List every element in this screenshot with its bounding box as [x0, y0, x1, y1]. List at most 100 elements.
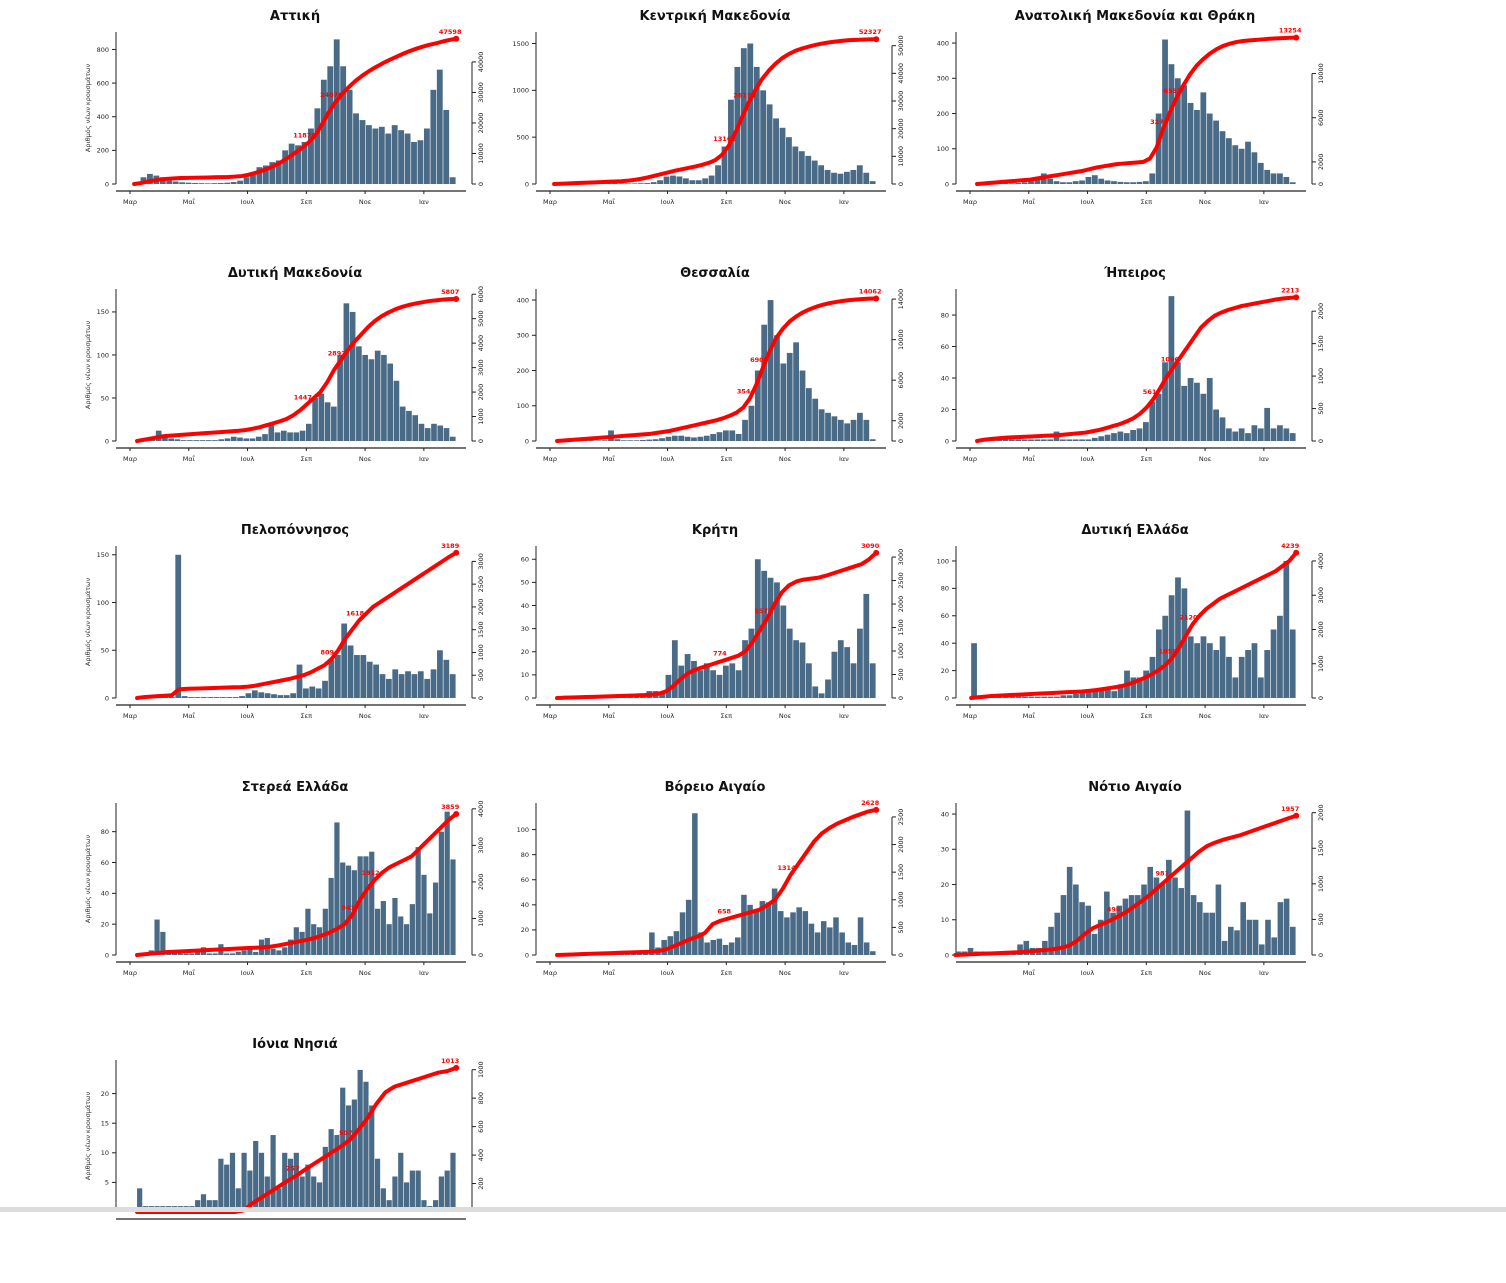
cumulative-value-label: 3189 [441, 542, 460, 550]
new-cases-bar [1277, 615, 1283, 698]
cumulative-value-label: 981 [1156, 869, 1170, 877]
new-cases-bar [721, 146, 728, 184]
chart-svg: Ανατολική Μακεδονία και Θράκη 0 100 200 300 4… [937, 9, 1325, 206]
new-cases-bar [1238, 428, 1245, 441]
horizontal-scrollbar[interactable] [0, 1207, 1506, 1212]
cumulative-value-label: 52327 [859, 28, 882, 36]
new-cases-bar [1130, 182, 1137, 184]
new-cases-bar [1066, 695, 1073, 698]
chart-title: Κεντρική Μακεδονία [640, 9, 791, 24]
new-cases-bar [1289, 629, 1296, 698]
cumulative-value-label: 2893 [328, 349, 346, 357]
new-cases-bar [322, 1146, 328, 1212]
new-cases-bar [716, 674, 723, 698]
new-cases-bar [243, 177, 250, 184]
new-cases-bar [1060, 182, 1066, 184]
new-cases-bar [723, 430, 729, 441]
new-cases-bar [1066, 439, 1073, 441]
right-tick-label: 2000 [1317, 303, 1325, 320]
left-tick-label: 800 [97, 46, 109, 54]
new-cases-bar [799, 370, 806, 441]
new-cases-bar [322, 680, 328, 698]
cumulative-value-label: 1573 [754, 607, 772, 615]
left-tick-label: 300 [937, 75, 949, 83]
chart-svg: Κεντρική Μακεδονία 0 500 1000 1500 0 10000 2000… [512, 9, 905, 206]
new-cases-bar [678, 435, 685, 441]
new-cases-bar [753, 66, 760, 184]
y-axis-label: Αριθμός νέων κρουσμάτων [84, 1092, 92, 1181]
cumulative-end-marker [1293, 812, 1300, 819]
new-cases-bar [1015, 696, 1022, 698]
cumulative-value-label: 2120 [1179, 613, 1198, 621]
new-cases-bar [833, 917, 839, 955]
new-cases-bar [198, 183, 205, 184]
new-cases-bar [831, 651, 838, 698]
cumulative-value-label: 658 [718, 908, 732, 916]
x-tick-label: Σεπ [301, 712, 313, 720]
cumulative-value-label: 4239 [1281, 542, 1300, 550]
new-cases-bar [205, 440, 212, 441]
new-cases-bar [247, 947, 253, 955]
right-tick-label: 500 [897, 668, 905, 680]
new-cases-bar [722, 944, 729, 955]
new-cases-bar [774, 335, 780, 441]
right-tick-label: 0 [477, 439, 485, 443]
new-cases-bar [296, 664, 303, 698]
cumulative-line [132, 36, 459, 186]
new-cases-bar [1003, 696, 1009, 698]
new-cases-bar [345, 865, 352, 955]
new-cases-bar [710, 433, 717, 441]
new-cases-bar [362, 354, 368, 441]
new-cases-bar [780, 605, 787, 698]
new-cases-bar [818, 693, 825, 698]
new-cases-bar [1085, 176, 1092, 184]
new-cases-bar [1060, 439, 1066, 441]
new-cases-bar [1240, 902, 1247, 955]
new-cases-bar [691, 437, 697, 441]
new-cases-bar [665, 674, 672, 698]
new-cases-bar [818, 409, 825, 441]
new-cases-bar [168, 697, 175, 698]
x-tick-label: Μαΐ [1023, 711, 1036, 720]
cumulative-value-label: 2628 [861, 799, 880, 807]
new-cases-bar [1232, 677, 1239, 698]
new-cases-bar [334, 1135, 340, 1212]
new-cases-bar [430, 89, 437, 184]
right-tick-label: 3000 [1317, 587, 1325, 604]
x-tick-label: Μαΐ [1023, 197, 1036, 206]
new-cases-bar [863, 942, 870, 955]
left-tick-label: 400 [937, 39, 949, 47]
new-cases-bar [212, 440, 218, 441]
new-cases-bar [1015, 439, 1022, 441]
new-cases-bar [432, 1200, 439, 1212]
new-cases-bar [786, 352, 793, 441]
new-cases-bar [346, 89, 353, 184]
new-cases-bar [1203, 912, 1209, 955]
new-cases-bar [385, 678, 392, 698]
new-cases-bar [237, 437, 243, 441]
x-tick-label: Σεπ [301, 198, 313, 206]
cumulative-end-marker [453, 1064, 460, 1071]
new-cases-bar [218, 439, 225, 441]
right-tick-label: 4000 [477, 801, 485, 818]
new-cases-bar [224, 438, 231, 441]
right-tick-label: 1000 [477, 1061, 485, 1078]
new-cases-bar [1264, 407, 1271, 441]
new-cases-bar [735, 433, 742, 441]
new-cases-bar [399, 406, 406, 441]
cumulative-line [552, 37, 879, 186]
cumulative-end-marker [453, 35, 460, 42]
left-tick-label: 0 [105, 951, 109, 959]
new-cases-bar [1143, 181, 1149, 184]
right-tick-label: 0 [477, 953, 485, 957]
new-cases-bar [1162, 39, 1168, 185]
new-cases-bar [1221, 940, 1228, 955]
right-tick-label: 1000 [897, 892, 905, 909]
cumulative-value-label: 1096 [1161, 355, 1180, 363]
new-cases-bar [224, 1164, 230, 1212]
new-cases-bar [287, 432, 293, 441]
new-cases-bar [1206, 113, 1213, 184]
new-cases-bar [671, 640, 678, 698]
x-tick-label: Μαρ [543, 198, 557, 206]
right-tick-label: 400 [477, 1149, 485, 1161]
